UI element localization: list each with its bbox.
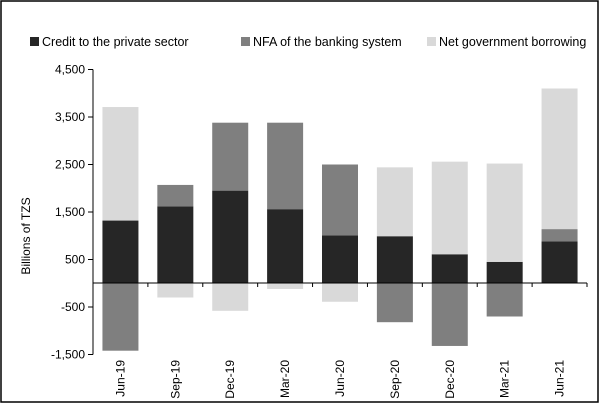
x-tick-label: Jun-21 <box>553 360 567 397</box>
bar-segment <box>431 283 468 346</box>
y-tick-label: 2,500 <box>55 158 85 172</box>
x-tick-label: Mar-20 <box>278 360 292 398</box>
x-tick-label: Sep-20 <box>388 360 402 399</box>
bar-segment <box>541 229 578 242</box>
bar-segment <box>212 122 249 191</box>
bars <box>102 88 578 351</box>
x-tick-label: Sep-19 <box>168 360 182 399</box>
bar-segment <box>431 254 468 284</box>
y-axis: -1,500 -500 500 1,500 2,500 3,500 4,500 <box>51 63 94 362</box>
bar-segment <box>322 164 358 236</box>
y-tick-label: 500 <box>65 253 85 267</box>
x-tick-label: Dec-19 <box>223 360 237 399</box>
bar-segment <box>486 283 523 317</box>
bar-segment <box>157 184 194 207</box>
bar-segment <box>541 241 578 284</box>
legend-label: Net government borrowing <box>439 35 586 49</box>
bar-segment <box>431 161 468 255</box>
bar-segment <box>322 283 358 302</box>
y-tick-label: -1,500 <box>51 348 85 362</box>
y-tick-label: -500 <box>61 300 85 314</box>
bar-segment <box>376 236 413 284</box>
y-tick-label: 4,500 <box>55 63 85 77</box>
bar-segment <box>267 283 304 289</box>
bar-segment <box>212 283 249 311</box>
bar-segment <box>267 209 304 284</box>
legend-swatch <box>241 37 250 46</box>
x-tick-label: Dec-20 <box>443 360 457 399</box>
x-tick-label: Jun-20 <box>333 360 347 397</box>
bar-segment <box>157 206 194 284</box>
bar-segment <box>102 283 139 351</box>
y-axis-title: Billions of TZS <box>19 197 33 274</box>
x-axis: Jun-19 Sep-19 Dec-19 Mar-20 Jun-20 Sep-20 Dec-… <box>92 282 588 399</box>
bar-segment <box>486 163 523 262</box>
x-tick-label: Jun-19 <box>113 360 127 397</box>
legend-label: NFA of the banking system <box>253 35 402 49</box>
legend-swatch <box>427 37 436 46</box>
bar-segment <box>212 190 249 284</box>
bar-segment <box>157 283 194 298</box>
bar-segment <box>322 235 358 284</box>
legend-label: Credit to the private sector <box>42 35 189 49</box>
bar-segment <box>376 283 413 323</box>
bar-segment <box>541 88 578 230</box>
legend: Credit to the private sector NFA of the b… <box>30 35 586 49</box>
bar-segment <box>102 107 139 221</box>
bar-segment <box>267 122 304 210</box>
y-tick-label: 1,500 <box>55 205 85 219</box>
y-tick-label: 3,500 <box>55 110 85 124</box>
bar-segment <box>102 220 139 284</box>
bar-segment <box>376 167 413 237</box>
legend-swatch <box>30 37 39 46</box>
bar-segment <box>486 261 523 284</box>
x-tick-label: Mar-21 <box>498 360 512 398</box>
